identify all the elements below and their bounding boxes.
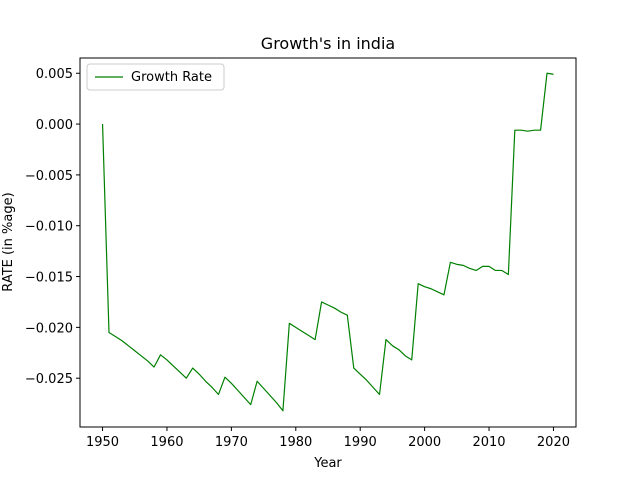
y-tick-label-5: −0.020 — [25, 321, 73, 336]
x-tick-label-1980: 1980 — [279, 435, 312, 450]
x-tick-label-2020: 2020 — [537, 435, 570, 450]
chart-title: Growth's in india — [261, 34, 395, 53]
legend: Growth Rate — [86, 63, 225, 91]
x-axis-label: Year — [313, 456, 342, 471]
x-tick-label-1990: 1990 — [344, 435, 377, 450]
y-axis-label: RATE (in %age) — [1, 192, 16, 291]
y-tick-label-2: −0.005 — [25, 169, 73, 184]
axes-frame — [79, 57, 577, 428]
x-tick-label-1950: 1950 — [86, 435, 119, 450]
y-tick-label-1: 0.000 — [36, 118, 73, 133]
series-line-0 — [101, 72, 554, 412]
y-tick-label-4: −0.015 — [25, 271, 73, 286]
x-tick-label-1970: 1970 — [215, 435, 248, 450]
y-tick-label-0: 0.005 — [36, 67, 73, 82]
y-tick-label-3: −0.010 — [25, 220, 73, 235]
x-tick-label-2000: 2000 — [408, 435, 441, 450]
y-tick-label-6: −0.025 — [25, 372, 73, 387]
axes: 1950 1960 1970 1980 1990 2000 2010 2020 0.005 0.0… — [25, 57, 577, 450]
legend-box — [86, 63, 225, 91]
x-tick-label-2010: 2010 — [472, 435, 505, 450]
legend-label-growth-rate: Growth Rate — [131, 70, 212, 85]
plot-area — [101, 72, 554, 412]
x-tick-label-1960: 1960 — [150, 435, 183, 450]
